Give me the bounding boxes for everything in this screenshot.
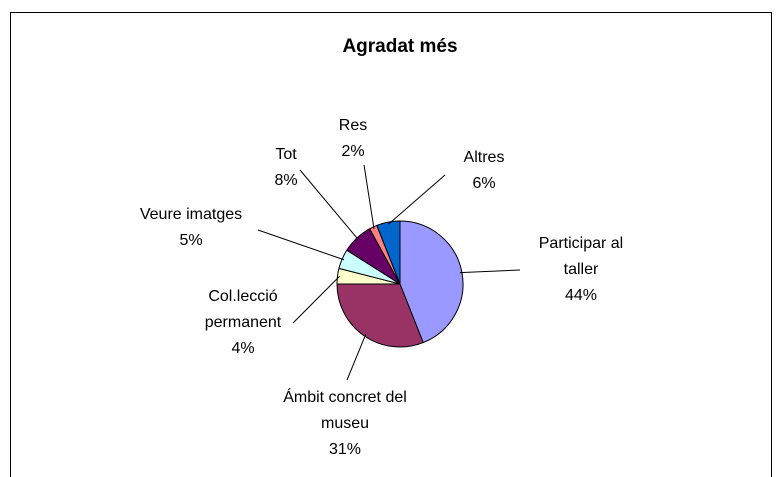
slice-label: Participar al taller 44% <box>521 231 641 309</box>
value-label: 4% <box>231 340 255 357</box>
category-label: Veure imatges <box>139 206 243 223</box>
pie-slice <box>376 220 401 285</box>
slice-label: Col.lecció permanent 4% <box>193 284 293 362</box>
category-label: Res <box>338 117 368 134</box>
slice-label: Res 2% <box>323 113 383 165</box>
leader-line <box>292 276 340 324</box>
value-label: 6% <box>472 175 496 192</box>
slice-label: Veure imatges 5% <box>126 202 256 254</box>
slice-label: Altres 6% <box>444 145 524 197</box>
value-label: 8% <box>274 172 298 189</box>
slice-label: Tot 8% <box>256 142 316 194</box>
category-label: Ámbit concret del museu <box>283 389 407 432</box>
chart-title: Agradat més <box>342 36 458 57</box>
leader-line <box>388 174 446 225</box>
value-label: 31% <box>328 441 362 458</box>
slice-label: Ámbit concret del museu 31% <box>283 385 408 463</box>
leader-line <box>363 164 375 229</box>
value-label: 44% <box>564 287 598 304</box>
leader-line <box>459 269 521 274</box>
category-label: Tot <box>275 146 297 163</box>
leader-line <box>257 229 345 261</box>
category-label: Participar al taller <box>538 235 624 278</box>
category-label: Altres <box>463 149 505 166</box>
leader-line <box>346 334 367 381</box>
category-label: Col.lecció permanent <box>204 288 282 331</box>
value-label: 2% <box>341 143 365 160</box>
value-label: 5% <box>179 232 203 249</box>
leader-line <box>299 169 359 240</box>
